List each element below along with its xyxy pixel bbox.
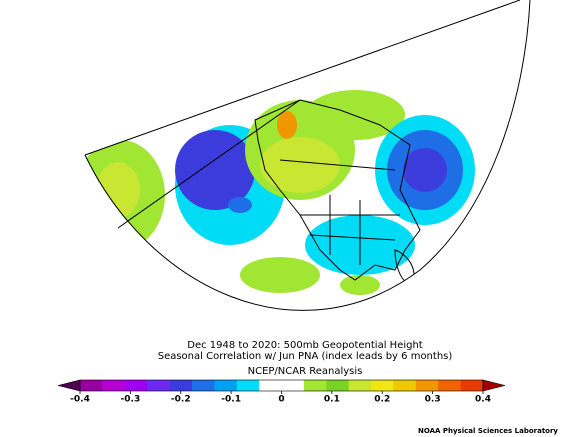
colorbar-swatch bbox=[102, 380, 126, 391]
title-line: Dec 1948 to 2020: 500mb Geopotential Hei… bbox=[187, 340, 423, 351]
colorbar-tick-label: -0.1 bbox=[221, 395, 241, 405]
title-line: NCEP/NCAR Reanalysis bbox=[248, 366, 363, 377]
colorbar-swatch bbox=[303, 380, 327, 391]
colorbar-swatch bbox=[259, 380, 282, 391]
colorbar: -0.4 -0.3 -0.2 -0.1 0 0.1 0.2 0.3 0.4 bbox=[57, 379, 506, 405]
colorbar-swatch bbox=[236, 380, 260, 391]
colorbar-over bbox=[482, 379, 506, 392]
colorbar-tick-label: 0 bbox=[278, 395, 284, 405]
colorbar-under bbox=[57, 379, 81, 392]
colorbar-swatch bbox=[415, 380, 439, 391]
colorbar-swatch bbox=[326, 380, 349, 391]
colorbar-swatch bbox=[281, 380, 305, 391]
colorbar-tick-label: -0.3 bbox=[121, 395, 141, 405]
colorbar-tick-label: 0.4 bbox=[475, 395, 491, 405]
colorbar-tick-label: -0.2 bbox=[171, 395, 191, 405]
colorbar-swatch bbox=[80, 380, 103, 391]
colorbar-swatch bbox=[169, 380, 193, 391]
colorbar-tick-label: -0.4 bbox=[70, 395, 90, 405]
colorbar-swatch bbox=[371, 380, 394, 391]
colorbar-tick-label: 0.3 bbox=[425, 395, 441, 405]
colorbar-swatch bbox=[460, 380, 484, 391]
colorbar-tick-label: 0.2 bbox=[374, 395, 390, 405]
colorbar-swatch bbox=[214, 380, 238, 391]
colorbar-swatch bbox=[393, 380, 417, 391]
colorbar-swatch bbox=[147, 380, 170, 391]
colorbar-swatch bbox=[124, 380, 148, 391]
colorbar-swatch bbox=[191, 380, 215, 391]
title-line: Seasonal Correlation w/ Jun PNA (index l… bbox=[158, 351, 453, 362]
map-frame bbox=[84, 0, 531, 311]
credit: NOAA Physical Sciences Laboratory bbox=[418, 427, 558, 435]
colorbar-swatch bbox=[438, 380, 461, 391]
colorbar-swatch bbox=[348, 380, 372, 391]
colorbar-tick-label: 0.1 bbox=[324, 395, 340, 405]
